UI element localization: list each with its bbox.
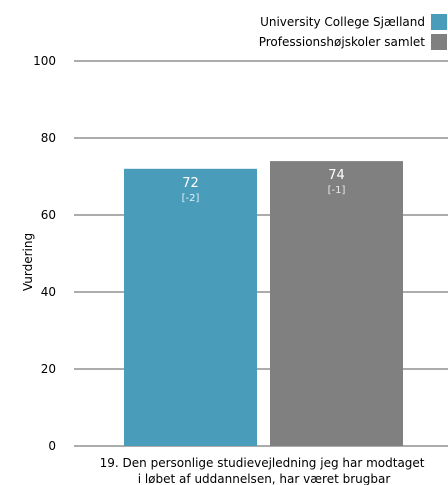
y-tick-label-20: 20 <box>41 362 56 376</box>
bar-series-1 <box>124 168 257 447</box>
bar-series-2 <box>270 161 403 446</box>
x-category-label-line-2: i løbet af uddannelsen, har været brugba… <box>138 472 391 485</box>
y-tick-label-40: 40 <box>41 285 56 299</box>
legend-swatch-series-1 <box>431 14 447 30</box>
legend-label-series-2: Professionshøjskoler samlet <box>259 35 426 49</box>
y-tick-label-60: 60 <box>41 208 56 222</box>
data-labels: 72 [-2] 74 [-1] <box>182 168 346 204</box>
legend: University College Sjælland Professionshø… <box>259 14 447 50</box>
y-tick-label-0: 0 <box>48 439 56 453</box>
x-category-label-line-1: 19. Den personlige studievejledning jeg … <box>100 456 425 470</box>
y-axis-title: Vurdering <box>21 233 35 291</box>
bar-value-label-series-2: 74 <box>328 168 345 183</box>
bar-delta-label-series-2: [-1] <box>328 185 346 196</box>
bars <box>124 161 403 447</box>
y-tick-labels: 0 20 40 60 80 100 <box>33 54 56 453</box>
bar-value-label-series-1: 72 <box>182 176 199 191</box>
legend-label-series-1: University College Sjælland <box>260 15 425 29</box>
legend-swatch-series-2 <box>431 34 447 50</box>
y-tick-label-80: 80 <box>41 131 56 145</box>
y-tick-label-100: 100 <box>33 54 56 68</box>
x-category-label: 19. Den personlige studievejledning jeg … <box>100 456 429 485</box>
bar-delta-label-series-1: [-2] <box>182 193 200 204</box>
